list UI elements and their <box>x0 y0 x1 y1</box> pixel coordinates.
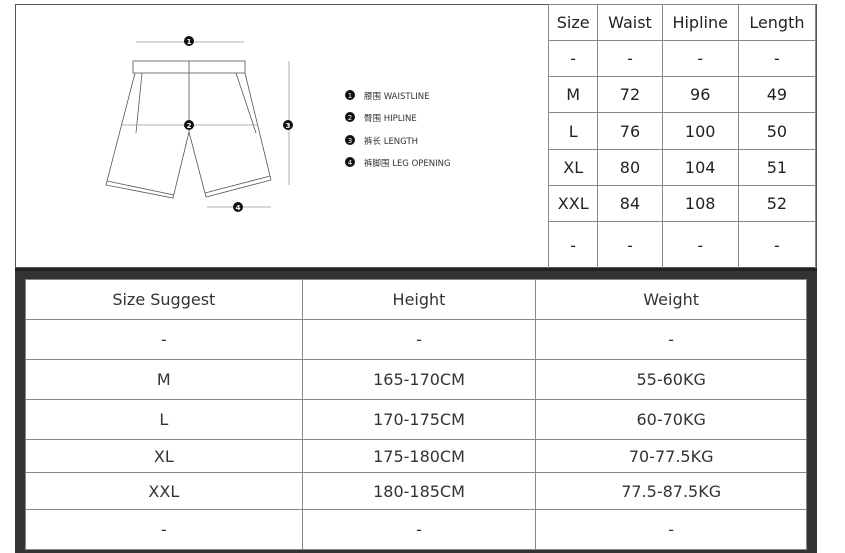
table-header-row: Size Waist Hipline Length <box>547 4 817 41</box>
cell: 77.5-87.5KG <box>535 472 807 510</box>
legend-item: 3 裤长 LENGTH <box>345 135 418 147</box>
cell: - <box>547 40 599 77</box>
cell: 80 <box>597 149 663 186</box>
cell: - <box>301 509 537 550</box>
cell: - <box>661 221 739 269</box>
table-row: --- <box>25 509 807 550</box>
cell: 108 <box>661 185 739 222</box>
header-cell: Size <box>547 4 599 41</box>
cell: - <box>661 40 739 77</box>
cell: - <box>25 509 303 550</box>
table-row: L 170-175CM 60-70KG <box>25 399 807 440</box>
size-suggest-panel: Size Suggest Height Weight --- M 165-170C… <box>15 268 817 553</box>
header-cell: Weight <box>535 279 807 320</box>
table-header-row: Size Suggest Height Weight <box>25 279 807 320</box>
cell: - <box>547 221 599 269</box>
legend-item: 1 腰围 WAISTLINE <box>345 90 430 102</box>
cell: 180-185CM <box>301 472 537 510</box>
svg-text:1: 1 <box>348 92 352 100</box>
cell: - <box>535 319 807 360</box>
header-cell: Size Suggest <box>25 279 303 320</box>
cell: - <box>597 221 663 269</box>
svg-text:臀围 HIPLINE: 臀围 HIPLINE <box>364 114 417 124</box>
cell: 55-60KG <box>535 359 807 400</box>
table-row: M 165-170CM 55-60KG <box>25 359 807 400</box>
cell: 50 <box>737 112 817 150</box>
measurement-panel: 1 2 3 4 1 腰围 WAISTLINE 2 臀围 HIPLINE 3 裤长 LENGT… <box>15 4 817 269</box>
svg-text:裤脚围 LEG OPENING: 裤脚围 LEG OPENING <box>364 158 451 169</box>
header-cell: Length <box>737 4 817 41</box>
cell: 52 <box>737 185 817 222</box>
cell: 175-180CM <box>301 439 537 473</box>
cell: 72 <box>597 76 663 113</box>
cell: XL <box>25 439 303 473</box>
cell: - <box>597 40 663 77</box>
table-row: --- <box>25 319 807 360</box>
svg-text:4: 4 <box>348 159 353 167</box>
cell: - <box>535 509 807 550</box>
svg-text:4: 4 <box>236 204 241 212</box>
cell: - <box>301 319 537 360</box>
shorts-diagram: 1 2 3 4 1 腰围 WAISTLINE 2 臀围 HIPLINE 3 裤长 LENGT… <box>105 36 451 212</box>
table-row: L 76 100 50 <box>547 112 817 150</box>
table-row: ---- <box>547 221 817 269</box>
cell: 51 <box>737 149 817 186</box>
svg-text:2: 2 <box>348 114 352 122</box>
cell: 100 <box>661 112 739 150</box>
cell: XXL <box>25 472 303 510</box>
svg-text:裤长 LENGTH: 裤长 LENGTH <box>364 136 418 147</box>
cell: - <box>737 40 817 77</box>
table-row: ---- <box>547 40 817 77</box>
table-row: XXL 180-185CM 77.5-87.5KG <box>25 472 807 510</box>
table-row: M 72 96 49 <box>547 76 817 113</box>
size-table: Size Waist Hipline Length ---- M 72 96 49 L… <box>547 4 817 269</box>
table-row: XL 80 104 51 <box>547 149 817 186</box>
cell: - <box>25 319 303 360</box>
cell: 60-70KG <box>535 399 807 440</box>
cell: L <box>25 399 303 440</box>
cell: 76 <box>597 112 663 150</box>
header-cell: Hipline <box>661 4 739 41</box>
svg-text:腰围 WAISTLINE: 腰围 WAISTLINE <box>364 92 430 102</box>
cell: - <box>737 221 817 269</box>
cell: 84 <box>597 185 663 222</box>
svg-text:1: 1 <box>187 38 192 46</box>
cell: 165-170CM <box>301 359 537 400</box>
legend-item: 4 裤脚围 LEG OPENING <box>345 157 451 169</box>
size-suggest-table: Size Suggest Height Weight --- M 165-170C… <box>25 279 807 550</box>
cell: L <box>547 112 599 150</box>
legend: 1 腰围 WAISTLINE 2 臀围 HIPLINE 3 裤长 LENGTH 4 裤脚… <box>345 90 451 169</box>
cell: XXL <box>547 185 599 222</box>
table-row: XXL 84 108 52 <box>547 185 817 222</box>
cell: XL <box>547 149 599 186</box>
svg-text:2: 2 <box>187 122 192 130</box>
cell: 104 <box>661 149 739 186</box>
cell: M <box>25 359 303 400</box>
legend-item: 2 臀围 HIPLINE <box>345 112 417 124</box>
cell: 170-175CM <box>301 399 537 440</box>
svg-text:3: 3 <box>286 122 291 130</box>
header-cell: Waist <box>597 4 663 41</box>
cell: 70-77.5KG <box>535 439 807 473</box>
svg-text:3: 3 <box>348 137 352 145</box>
cell: 49 <box>737 76 817 113</box>
header-cell: Height <box>301 279 537 320</box>
number-markers <box>184 36 293 212</box>
table-row: XL 175-180CM 70-77.5KG <box>25 439 807 473</box>
cell: M <box>547 76 599 113</box>
cell: 96 <box>661 76 739 113</box>
